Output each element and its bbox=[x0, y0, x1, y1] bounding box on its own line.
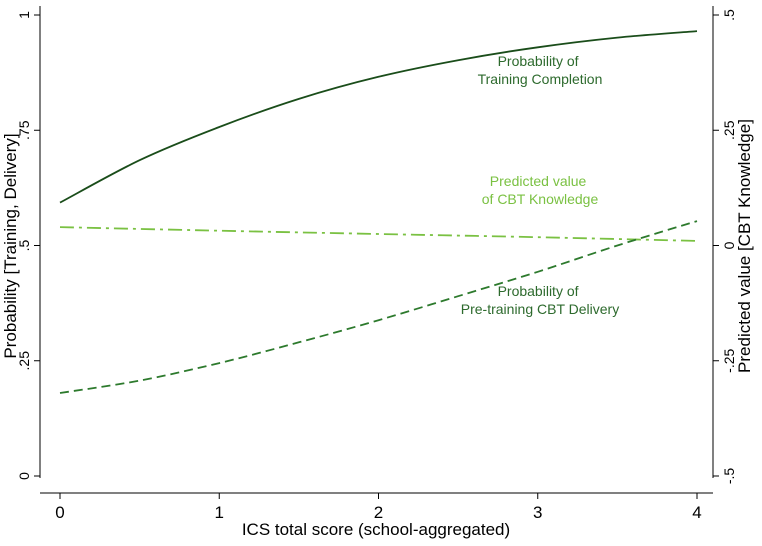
annotation-knowledge-line-1: Predicted value bbox=[490, 173, 587, 189]
annotation-training-line-1: Probability of bbox=[498, 53, 579, 69]
x-axis-ticks: 0 1 2 3 4 bbox=[55, 493, 702, 522]
cbt-delivery-line bbox=[59, 220, 698, 394]
x-tick-label: 1 bbox=[215, 503, 224, 522]
left-y-tick-label: 0 bbox=[16, 472, 32, 480]
left-y-tick-label: 1 bbox=[16, 11, 32, 19]
left-y-tick-label: .25 bbox=[16, 351, 32, 371]
right-y-axis-title: Predicted value [CBT Knowledge] bbox=[735, 119, 754, 373]
left-y-axis-title: Probability [Training, Delivery] bbox=[1, 133, 20, 358]
left-y-axis-ticks: 0 .25 .5 .75 1 bbox=[16, 11, 40, 480]
right-y-tick-label: -.25 bbox=[721, 348, 737, 372]
annotation-knowledge-line-2: of CBT Knowledge bbox=[482, 191, 599, 207]
annotation-training-line-2: Training Completion bbox=[478, 71, 603, 87]
x-tick-label: 4 bbox=[692, 503, 701, 522]
cbt-knowledge-line bbox=[59, 226, 698, 242]
annotation-delivery: Probability of Pre-training CBT Delivery bbox=[461, 283, 619, 317]
left-y-tick-label: .5 bbox=[16, 239, 32, 251]
right-y-tick-label: .5 bbox=[721, 9, 737, 21]
training-completion-line bbox=[59, 30, 698, 204]
right-y-tick-label: .25 bbox=[721, 120, 737, 140]
right-y-tick-label: 0 bbox=[721, 241, 737, 249]
x-tick-label: 2 bbox=[374, 503, 383, 522]
left-y-tick-label: .75 bbox=[16, 120, 32, 140]
x-tick-label: 3 bbox=[533, 503, 542, 522]
annotation-delivery-line-1: Probability of bbox=[498, 283, 579, 299]
x-axis-title: ICS total score (school-aggregated) bbox=[242, 520, 510, 539]
x-tick-label: 0 bbox=[55, 503, 64, 522]
right-y-tick-label: -.5 bbox=[721, 468, 737, 485]
series-layer bbox=[59, 30, 698, 394]
annotation-knowledge: Predicted value of CBT Knowledge bbox=[482, 173, 599, 207]
annotation-delivery-line-2: Pre-training CBT Delivery bbox=[461, 301, 619, 317]
right-y-axis-ticks: -.5 -.25 0 .25 .5 bbox=[713, 9, 737, 484]
annotation-training: Probability of Training Completion bbox=[478, 53, 603, 87]
